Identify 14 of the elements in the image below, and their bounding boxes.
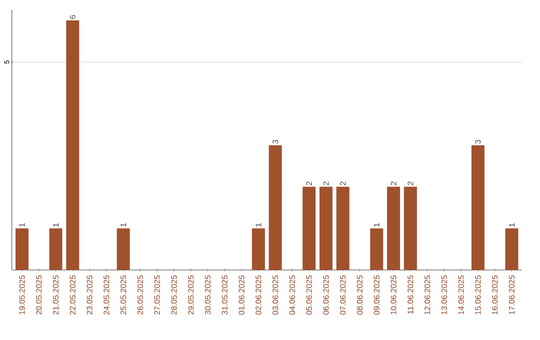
bar: [505, 228, 518, 270]
bar: [319, 186, 332, 270]
bar: [387, 186, 400, 270]
bar: [370, 228, 384, 270]
bar: [302, 186, 316, 270]
bar: [471, 145, 484, 270]
bar: [116, 228, 130, 270]
bar: [404, 186, 417, 270]
bar: [66, 20, 80, 270]
bar: [49, 228, 62, 270]
bar: [268, 145, 282, 270]
bar: [336, 186, 350, 270]
bar: [16, 228, 29, 270]
bar: [252, 228, 265, 270]
